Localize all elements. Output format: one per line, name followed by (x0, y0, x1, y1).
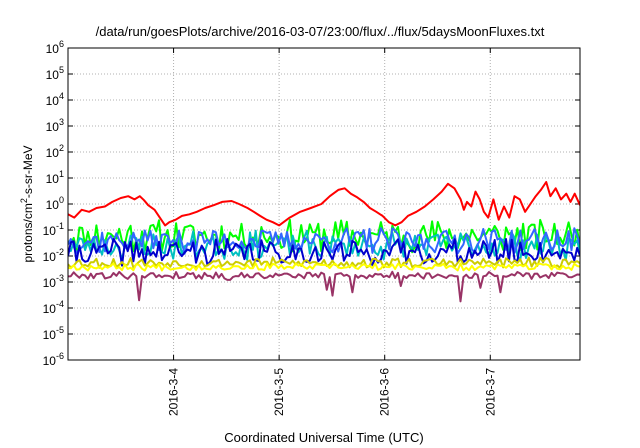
y-tick-label: 10-5 (43, 325, 64, 342)
y-tick-label: 103 (46, 117, 64, 134)
y-tick-exp: 6 (59, 39, 64, 49)
y-tick-label: 10-1 (43, 221, 64, 238)
y-tick-base: 10 (43, 328, 57, 342)
y-tick-base: 10 (46, 198, 60, 212)
flux-series-5 (68, 238, 580, 267)
flux-series-8 (68, 270, 580, 303)
y-tick-exp: -4 (56, 299, 64, 309)
y-tick-label: 106 (46, 39, 64, 56)
y-axis-label-sup: 2 (19, 198, 29, 203)
y-tick-base: 10 (46, 146, 60, 160)
chart-title: /data/run/goesPlots/archive/2016-03-07/2… (96, 24, 545, 39)
y-tick-exp: -2 (56, 247, 64, 257)
y-tick-base: 10 (46, 172, 60, 186)
y-tick-label: 101 (46, 169, 64, 186)
y-tick-exp: 2 (59, 143, 64, 153)
y-tick-exp: 5 (59, 65, 64, 75)
series-layer (68, 181, 580, 303)
x-axis-label: Coordinated Universal Time (UTC) (224, 430, 423, 445)
y-tick-exp: 1 (59, 169, 64, 179)
y-tick-exp: -1 (56, 221, 64, 231)
y-tick-base: 10 (46, 94, 60, 108)
x-tick-label: 2016-3-4 (167, 368, 181, 416)
y-tick-exp: -3 (56, 273, 64, 283)
y-tick-label: 10-6 (43, 351, 64, 368)
y-axis-label: protons/cm2-s-sr-MeV (19, 145, 35, 262)
y-tick-base: 10 (43, 276, 57, 290)
y-tick-exp: 3 (59, 117, 64, 127)
plot-frame (67, 47, 581, 361)
x-tick-label: 2016-3-6 (378, 368, 392, 416)
flux-series-7 (68, 262, 580, 272)
y-tick-base: 10 (43, 224, 57, 238)
y-axis-label-rest: -s-sr-MeV (21, 145, 35, 198)
y-tick-exp: -5 (56, 325, 64, 335)
y-tick-labels: 10610510410310210110010-110-210-310-410-… (43, 39, 64, 368)
y-tick-exp: 4 (59, 91, 64, 101)
y-tick-exp: -6 (56, 351, 64, 361)
flux-series-6 (68, 256, 580, 269)
y-tick-base: 10 (43, 250, 57, 264)
x-tick-label: 2016-3-5 (272, 368, 286, 416)
y-tick-base: 10 (46, 68, 60, 82)
y-tick-label: 10-4 (43, 299, 64, 316)
flux-series-4 (68, 227, 580, 255)
grid-lines (68, 47, 580, 361)
x-tick-labels: 2016-3-4 2016-3-5 2016-3-6 2016-3-7 (167, 368, 498, 416)
y-axis-label-base: protons/cm (21, 203, 35, 262)
y-tick-label: 102 (46, 143, 64, 160)
y-tick-base: 10 (46, 42, 60, 56)
y-tick-base: 10 (43, 354, 57, 368)
y-tick-base: 10 (43, 302, 57, 316)
y-tick-label: 10-2 (43, 247, 64, 264)
y-tick-label: 104 (46, 91, 64, 108)
y-tick-base: 10 (46, 120, 60, 134)
y-tick-label: 10-3 (43, 273, 64, 290)
flux-series-2 (68, 218, 580, 254)
flux-series-1 (68, 181, 580, 227)
y-tick-label: 100 (46, 195, 64, 212)
y-tick-exp: 0 (59, 195, 64, 205)
y-tick-label: 105 (46, 65, 64, 82)
x-tick-label: 2016-3-7 (483, 368, 497, 416)
